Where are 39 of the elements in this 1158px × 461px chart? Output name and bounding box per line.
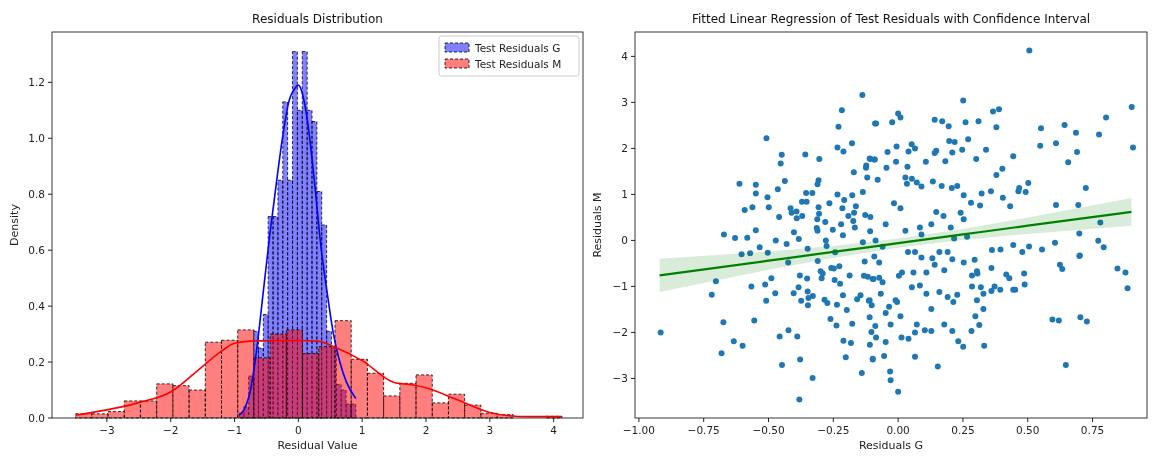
x-tick-label: −0.75 <box>687 424 720 436</box>
y-axis-title: Density <box>8 203 21 246</box>
y-tick-label: 0.4 <box>28 300 46 313</box>
y-tick-label: −1 <box>612 280 628 293</box>
x-tick-label: −0.25 <box>817 424 850 436</box>
y-tick-label: 2 <box>621 142 628 155</box>
chart-title: Fitted Linear Regression of Test Residuals with Confidence Interval <box>691 12 1091 26</box>
x-tick-label: 1 <box>358 424 366 436</box>
chart-title: Residuals Distribution <box>252 12 383 26</box>
x-tick-label: 0 <box>295 424 302 436</box>
x-tick-label: −1 <box>226 424 243 436</box>
x-tick-label: −0.50 <box>752 424 785 436</box>
y-tick-label: 0 <box>621 234 628 247</box>
x-tick-label: −1.00 <box>622 424 655 436</box>
x-tick-label: −2 <box>162 424 179 436</box>
y-tick-label: −3 <box>612 372 628 385</box>
y-tick-label: 1 <box>621 188 628 201</box>
y-tick-label: 0.2 <box>28 356 45 369</box>
x-tick-label: −3 <box>99 424 115 436</box>
y-tick-label: 0.8 <box>28 188 45 201</box>
x-axis-title: Residuals G <box>858 439 924 452</box>
y-tick-label: 0.0 <box>28 412 45 424</box>
x-tick-label: 0.25 <box>951 424 975 436</box>
y-tick-label: 1.0 <box>28 132 45 145</box>
y-tick-label: 4 <box>621 50 629 63</box>
x-tick-label: 2 <box>422 424 430 436</box>
x-tick-label: 4 <box>550 424 558 436</box>
y-tick-label: 0.6 <box>28 244 46 257</box>
y-axis-title: Residuals M <box>591 192 604 258</box>
legend-label: Test Residuals M <box>474 58 562 70</box>
x-tick-label: 0.00 <box>886 424 910 436</box>
y-tick-label: −2 <box>612 326 628 339</box>
x-tick-label: 0.50 <box>1016 424 1040 436</box>
x-axis-title: Residual Value <box>277 439 358 452</box>
legend-label: Test Residuals G <box>474 42 561 54</box>
y-tick-label: 1.2 <box>28 76 45 89</box>
y-tick-label: 3 <box>621 96 628 109</box>
x-tick-label: 3 <box>486 424 494 436</box>
x-tick-label: 0.75 <box>1080 424 1105 436</box>
